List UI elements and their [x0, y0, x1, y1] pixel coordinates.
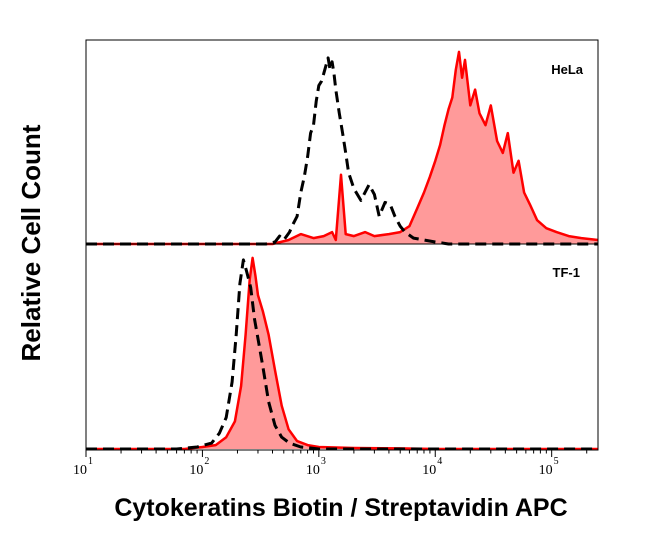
x-tick-label: 10 — [306, 463, 320, 478]
y-axis-title: Relative Cell Count — [16, 124, 46, 361]
panel-tf1: TF-1 — [85, 243, 599, 451]
panel-tf1-label: TF-1 — [553, 265, 580, 280]
x-tick-label: 10 — [422, 463, 436, 478]
hela-control-line — [86, 56, 598, 246]
x-tick-label: 10 — [189, 463, 203, 478]
x-tick-label: 10 — [539, 463, 553, 478]
hela-series-group — [86, 50, 599, 246]
tf1-stained-fill — [86, 257, 598, 449]
hela-stained-line — [86, 50, 599, 246]
panel-hela: HeLa — [85, 39, 599, 246]
x-tick-exponent: 3 — [321, 456, 326, 467]
tf1-control-line — [86, 258, 598, 451]
x-tick-exponent: 2 — [204, 456, 209, 467]
x-axis-title: Cytokeratins Biotin / Streptavidin APC — [114, 494, 567, 522]
hela-stained-fill — [86, 51, 598, 245]
tf1-series-group — [86, 256, 598, 451]
x-tick-exponent: 5 — [554, 456, 559, 467]
x-tick-exponent: 1 — [88, 456, 93, 467]
tf1-stained-line — [86, 256, 598, 451]
panel-hela-label: HeLa — [551, 62, 584, 77]
x-tick-exponent: 4 — [437, 456, 442, 467]
x-tick-label: 10 — [73, 463, 87, 478]
panel-tf1-frame — [85, 243, 599, 451]
